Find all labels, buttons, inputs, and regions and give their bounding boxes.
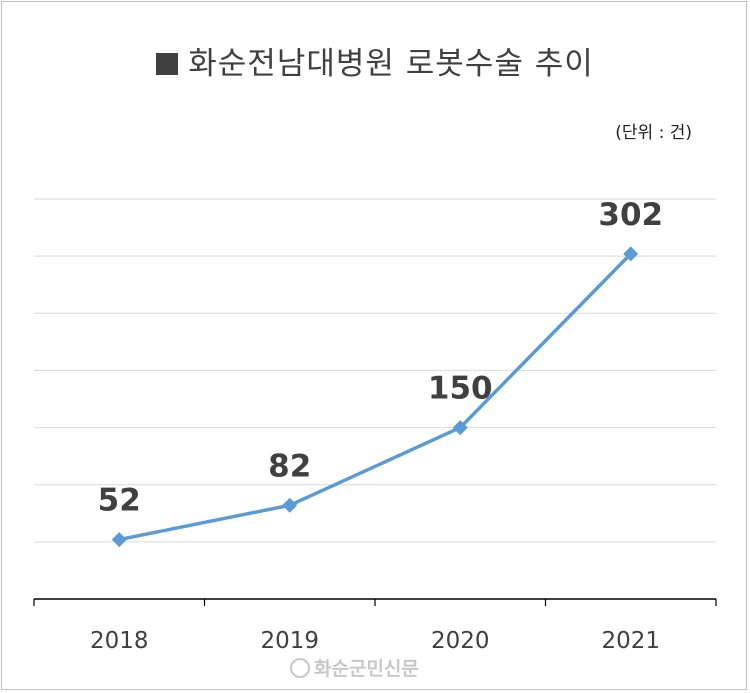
data-label: 302 [598,197,663,233]
x-tick-label: 2020 [431,628,490,654]
x-tick-label: 2019 [260,628,319,654]
watermark-logo-icon [290,658,310,678]
chart-title: 화순전남대병원 로봇수술 추이 [0,38,750,83]
watermark: 화순군민신문 [290,654,419,681]
unit-note: (단위 : 건) [615,123,692,143]
x-tick-label: 2018 [90,628,149,654]
data-label: 150 [428,371,493,407]
data-point-marker [111,532,127,548]
square-bullet-icon [156,53,179,75]
x-tick-label: 2021 [601,628,660,654]
data-label: 82 [268,448,311,484]
data-point-marker [452,420,468,436]
data-point-marker [623,246,639,262]
chart-title-text: 화순전남대병원 로봇수술 추이 [188,46,594,82]
data-point-marker [282,497,298,513]
watermark-text: 화순군민신문 [314,658,419,680]
data-label: 52 [98,483,141,519]
series-line [118,252,632,542]
